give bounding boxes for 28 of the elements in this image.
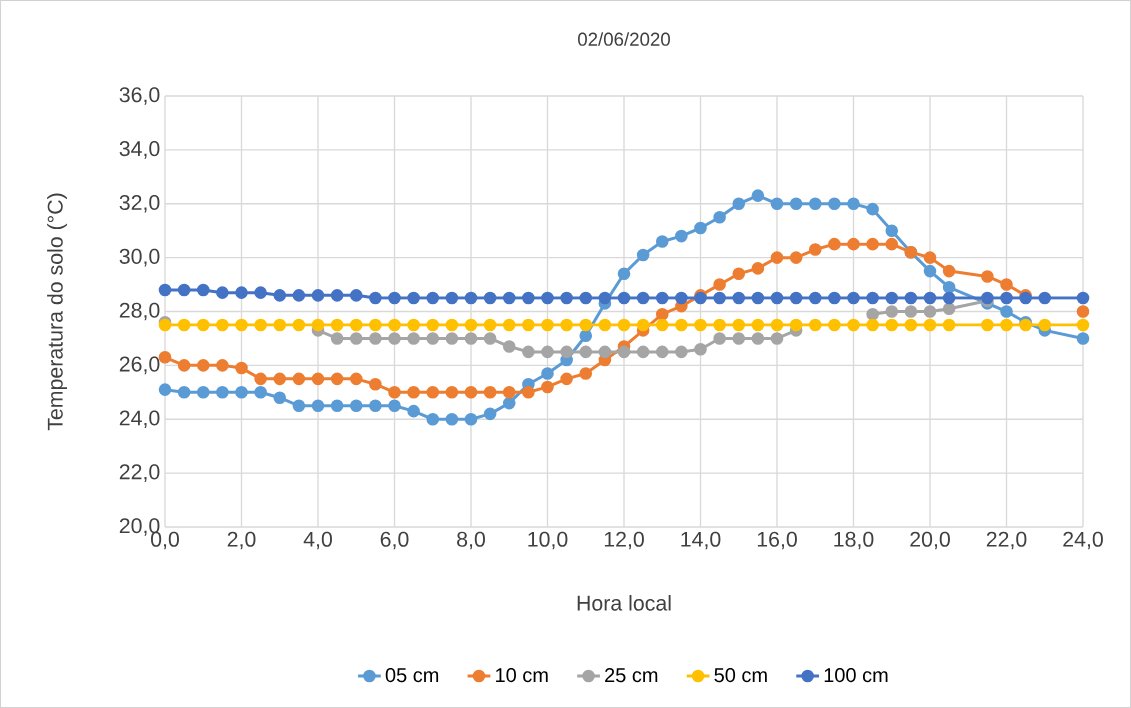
x-tick-label: 6,0 <box>380 531 409 550</box>
x-tick-label: 10,0 <box>528 531 568 550</box>
y-axis-title: Temperatura do solo (°C) <box>47 193 67 431</box>
x-tick-label: 22,0 <box>986 531 1027 550</box>
legend-label: 05 cm <box>385 668 439 683</box>
x-tick-label: 4,0 <box>303 531 332 550</box>
legend-label: 25 cm <box>605 668 658 683</box>
x-tick-label: 14,0 <box>681 531 721 550</box>
y-tick-label: 34,0 <box>119 141 160 159</box>
y-tick-label: 36,0 <box>119 87 160 105</box>
x-tick-label: 24,0 <box>1063 531 1103 550</box>
legend-label: 10 cm <box>496 668 548 683</box>
legend-label: 100 cm <box>824 668 888 683</box>
legend-label: 50 cm <box>714 668 767 683</box>
y-tick-label: 28,0 <box>119 302 160 321</box>
x-tick-label: 16,0 <box>757 531 797 550</box>
y-tick-label: 24,0 <box>119 410 160 429</box>
y-tick-label: 30,0 <box>119 248 160 267</box>
y-tick-label: 32,0 <box>119 194 160 213</box>
y-tick-label: 22,0 <box>119 464 160 482</box>
x-tick-label: 20,0 <box>910 531 950 550</box>
x-tick-label: 2,0 <box>227 531 256 550</box>
x-tick-label: 12,0 <box>604 531 644 550</box>
x-axis-title: Hora local <box>577 595 671 611</box>
chart-title: 02/06/2020 <box>578 32 670 46</box>
y-tick-label: 26,0 <box>119 356 160 375</box>
x-tick-label: 18,0 <box>834 531 874 550</box>
x-tick-label: 8,0 <box>457 531 485 550</box>
